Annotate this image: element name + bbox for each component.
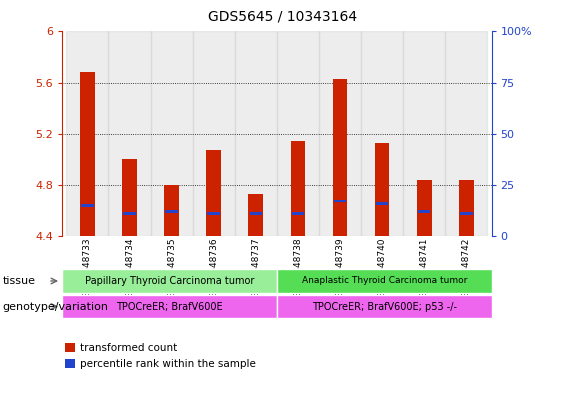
Bar — [108, 31, 150, 236]
Bar — [193, 31, 234, 236]
Bar — [319, 31, 361, 236]
Bar — [459, 180, 473, 236]
Bar — [417, 180, 432, 236]
Bar — [207, 212, 220, 215]
Text: TPOCreER; BrafV600E: TPOCreER; BrafV600E — [116, 301, 223, 312]
Bar — [290, 141, 305, 236]
Bar — [81, 204, 94, 207]
Bar — [376, 202, 388, 204]
Bar — [333, 79, 347, 236]
Text: tissue: tissue — [3, 276, 36, 286]
Text: percentile rank within the sample: percentile rank within the sample — [80, 358, 255, 369]
Text: Papillary Thyroid Carcinoma tumor: Papillary Thyroid Carcinoma tumor — [85, 276, 254, 286]
Text: GDS5645 / 10343164: GDS5645 / 10343164 — [208, 10, 357, 24]
Bar — [250, 212, 262, 215]
Text: TPOCreER; BrafV600E; p53 -/-: TPOCreER; BrafV600E; p53 -/- — [312, 301, 457, 312]
Bar — [460, 212, 472, 215]
Bar — [234, 31, 277, 236]
Bar — [164, 185, 179, 236]
Bar — [334, 200, 346, 202]
Bar — [166, 210, 178, 213]
Bar — [206, 150, 221, 236]
Bar — [418, 210, 431, 213]
Bar — [375, 143, 389, 236]
Bar — [66, 31, 108, 236]
Bar — [80, 72, 95, 236]
Bar — [277, 31, 319, 236]
Text: transformed count: transformed count — [80, 343, 177, 353]
Bar — [122, 159, 137, 236]
Bar — [403, 31, 445, 236]
Text: Anaplastic Thyroid Carcinoma tumor: Anaplastic Thyroid Carcinoma tumor — [302, 277, 467, 285]
Bar — [292, 212, 304, 215]
Bar — [249, 194, 263, 236]
Bar — [361, 31, 403, 236]
Bar — [150, 31, 193, 236]
Text: genotype/variation: genotype/variation — [3, 301, 109, 312]
Bar — [445, 31, 488, 236]
Bar — [123, 212, 136, 215]
